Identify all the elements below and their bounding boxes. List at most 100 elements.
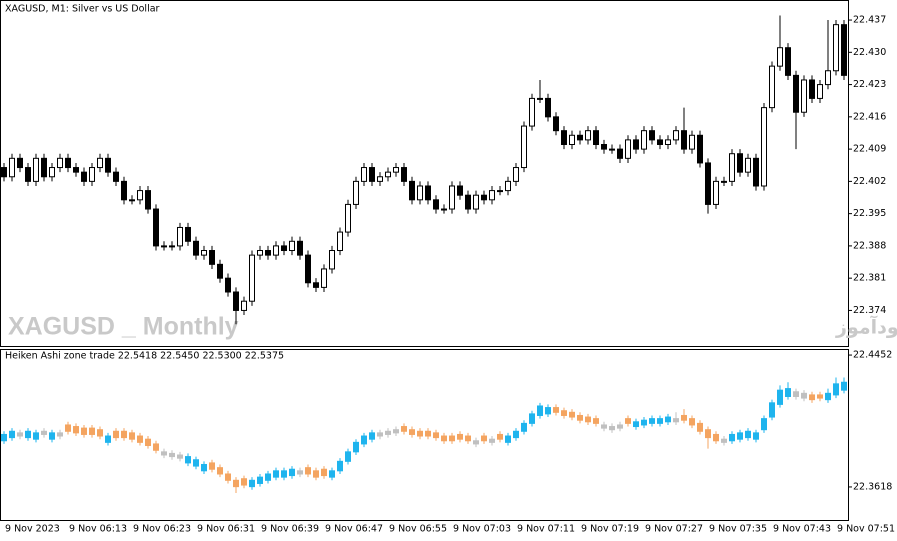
candle-body xyxy=(657,139,663,146)
candle-body xyxy=(305,467,311,475)
candle-body xyxy=(457,185,463,196)
candle-body xyxy=(25,430,31,439)
candle-body xyxy=(721,438,727,443)
candle-body xyxy=(401,167,407,182)
candle-body xyxy=(345,203,351,233)
candle-body xyxy=(665,139,671,146)
candle-body xyxy=(385,171,391,178)
candle-body xyxy=(17,432,23,437)
candle-body xyxy=(145,190,151,210)
candle-body xyxy=(433,432,439,439)
candle-body xyxy=(793,74,799,113)
candle-body xyxy=(689,418,695,426)
y-tick-label: 22.374 xyxy=(853,305,886,316)
candle-body xyxy=(441,208,447,211)
candle-body xyxy=(481,435,487,442)
candle-body xyxy=(689,134,695,150)
candle-body xyxy=(553,407,559,413)
candle-body xyxy=(385,430,391,435)
candle-body xyxy=(177,226,183,247)
candle-body xyxy=(185,226,191,242)
candle-body xyxy=(577,414,583,421)
candle-body xyxy=(81,171,87,182)
candle-body xyxy=(377,432,383,437)
candle-body xyxy=(473,194,479,210)
y-tick-label: 22.416 xyxy=(853,111,886,122)
candle-body xyxy=(329,250,335,270)
candle-body xyxy=(313,470,319,478)
candle-body xyxy=(105,157,111,173)
candle-body xyxy=(489,438,495,443)
candle-body xyxy=(425,185,431,201)
candle-body xyxy=(641,130,647,150)
candle-body xyxy=(161,245,167,248)
candle-body xyxy=(81,427,87,435)
candle-body xyxy=(801,392,807,399)
candle-body xyxy=(137,435,143,443)
candle-body xyxy=(609,426,615,431)
y-tick-label: 22.402 xyxy=(853,176,886,187)
candle-body xyxy=(609,148,615,151)
candle-body xyxy=(265,473,271,481)
y-tick-label: 22.423 xyxy=(853,79,886,90)
candle-body xyxy=(321,468,327,477)
candle-body xyxy=(105,435,111,443)
candle-body xyxy=(225,473,231,481)
candle-body xyxy=(617,148,623,159)
candle-body xyxy=(505,180,511,192)
candle-body xyxy=(89,427,95,435)
candle-body xyxy=(777,47,783,67)
x-tick-label: 9 Nov 07:11 xyxy=(517,524,575,535)
candle-body xyxy=(721,180,727,183)
candle-body xyxy=(321,268,327,288)
candle-body xyxy=(817,394,823,399)
candle-body xyxy=(649,130,655,141)
candle-body xyxy=(153,443,159,451)
candle-body xyxy=(673,418,679,423)
candle-body xyxy=(585,416,591,423)
candle-body xyxy=(625,139,631,159)
candle-body xyxy=(353,180,359,205)
candle-body xyxy=(113,430,119,439)
candle-body xyxy=(97,429,103,437)
candle-body xyxy=(193,459,199,467)
x-tick-label: 9 Nov 07:03 xyxy=(453,524,511,535)
candle-body xyxy=(545,407,551,415)
candle-body xyxy=(569,134,575,146)
candle-body xyxy=(201,250,207,256)
candle-body xyxy=(561,410,567,416)
candle-body xyxy=(633,421,639,428)
candle-body xyxy=(737,432,743,440)
candle-body xyxy=(41,430,47,435)
candle-body xyxy=(361,435,367,445)
candle-body xyxy=(585,130,591,141)
candle-body xyxy=(537,97,543,100)
candle-body xyxy=(185,456,191,464)
candle-body xyxy=(89,167,95,182)
candle-body xyxy=(417,430,423,437)
candle-body xyxy=(713,433,719,442)
candle-body xyxy=(249,479,255,488)
candle-body xyxy=(41,157,47,178)
y-tick-label: 22.437 xyxy=(853,15,886,26)
candle-body xyxy=(393,167,399,173)
main-panel xyxy=(0,0,849,347)
candle-body xyxy=(577,134,583,141)
candle-body xyxy=(697,134,703,164)
candle-body xyxy=(745,157,751,173)
candle-body xyxy=(337,231,343,252)
candle-body xyxy=(65,157,71,169)
candle-body xyxy=(729,433,735,442)
candle-body xyxy=(521,422,527,432)
chart-title: Heiken Ashi zone trade 22.5418 22.5450 2… xyxy=(5,351,284,362)
candle-body xyxy=(665,416,671,423)
candle-body xyxy=(489,190,495,201)
candle-body xyxy=(169,452,175,458)
candle-body xyxy=(169,245,175,248)
candle-body xyxy=(681,414,687,421)
candle-body xyxy=(601,424,607,429)
candle-body xyxy=(289,240,295,252)
candle-body xyxy=(649,418,655,424)
candle-body xyxy=(217,467,223,475)
candle-body xyxy=(825,70,831,86)
